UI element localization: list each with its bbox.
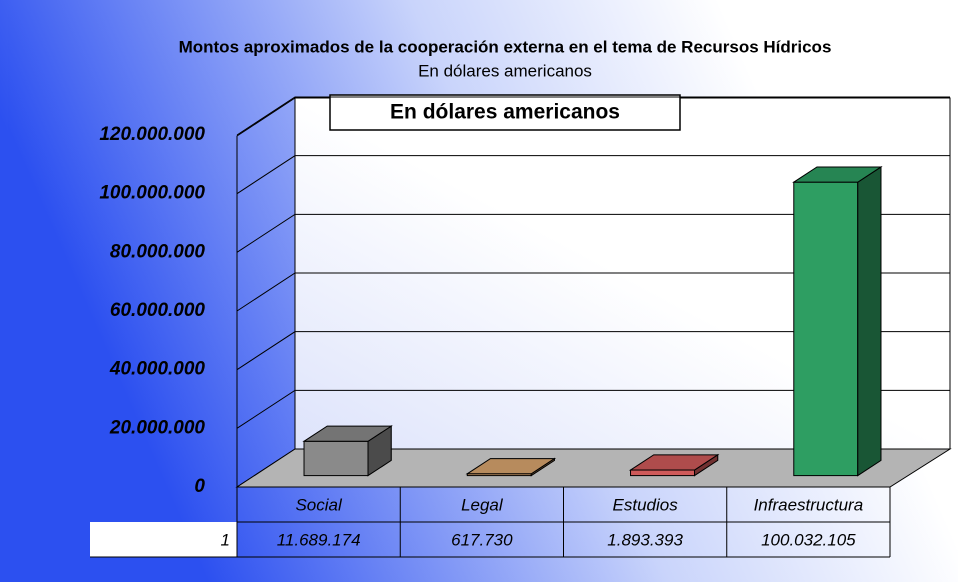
chart-title: Montos aproximados de la cooperación ext… <box>179 37 832 56</box>
bar-top <box>792 166 883 183</box>
y-tick-label: 60.000.000 <box>110 300 206 321</box>
grid-line <box>236 272 950 312</box>
bar-top-shade <box>792 166 883 183</box>
bar-side-shade <box>857 166 882 477</box>
bar-top-shade <box>465 458 557 475</box>
data-label: 617.730 <box>451 530 513 549</box>
annotation-box <box>329 94 681 131</box>
bar-top <box>628 454 720 471</box>
y-tick-label: 0 <box>194 476 205 497</box>
y-tick-label: 80.000.000 <box>110 241 206 262</box>
grid-line <box>236 155 950 195</box>
table-row-header <box>90 522 237 557</box>
x-tick-label: Legal <box>461 495 504 514</box>
x-tick-label: Social <box>295 495 343 514</box>
bar-front <box>303 440 369 477</box>
bar-top-shade <box>628 454 720 471</box>
bar-top-shade <box>302 425 393 442</box>
grid-line <box>236 96 950 136</box>
grid-line <box>236 389 950 429</box>
grid-line <box>236 331 950 371</box>
legend-label: 1 <box>221 530 230 549</box>
x-tick-label: Infraestructura <box>754 495 864 514</box>
chart-subtitle: En dólares americanos <box>418 61 592 80</box>
floor <box>235 448 952 488</box>
grid-line <box>236 213 950 253</box>
y-tick-label: 40.000.000 <box>109 359 206 380</box>
bar-front <box>630 469 696 477</box>
bar-front <box>793 181 859 477</box>
bar-top <box>302 425 393 442</box>
annotation: En dólares americanos <box>390 101 620 124</box>
y-tick-label: 100.000.000 <box>99 183 205 204</box>
data-label: 11.689.174 <box>277 530 361 549</box>
x-tick-label: Estudios <box>613 495 679 514</box>
bar-top <box>465 458 557 475</box>
data-label: 100.032.105 <box>761 530 856 549</box>
data-label: 1.893.393 <box>607 530 683 549</box>
y-tick-label: 120.000.000 <box>99 124 205 145</box>
y-tick-label: 20.000.000 <box>109 417 206 438</box>
